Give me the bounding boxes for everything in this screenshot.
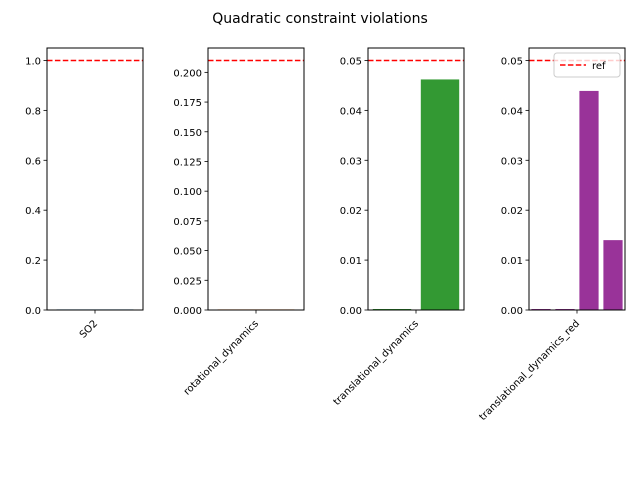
legend-box: [553, 52, 621, 78]
y-tick-label: 0.02: [501, 206, 523, 217]
y-tick-label: 0.075: [173, 217, 202, 228]
y-tick-label: 0.01: [340, 256, 362, 267]
y-tick-label: 0.175: [173, 98, 202, 109]
y-tick-label: 0.05: [501, 56, 523, 67]
y-tick-label: 0.03: [340, 156, 362, 167]
figure-title: Quadratic constraint violations: [212, 11, 428, 27]
y-tick-label: 0.6: [25, 156, 41, 167]
y-tick-label: 0.04: [340, 106, 362, 117]
y-tick-label: 0.200: [173, 68, 202, 79]
bar: [420, 79, 460, 310]
y-tick-label: 0.01: [501, 256, 523, 267]
y-tick-label: 0.02: [340, 206, 362, 217]
bar: [603, 240, 623, 310]
legend-label: ref: [592, 61, 606, 72]
y-tick-label: 0.05: [340, 56, 362, 67]
y-tick-label: 0.00: [340, 306, 362, 317]
y-tick-label: 0.150: [173, 128, 202, 139]
y-tick-label: 0.2: [25, 256, 41, 267]
y-tick-label: 0.0: [25, 306, 41, 317]
y-tick-label: 0.04: [501, 106, 523, 117]
y-tick-label: 0.4: [25, 206, 41, 217]
y-tick-label: 1.0: [25, 56, 41, 67]
y-tick-label: 0.8: [25, 106, 41, 117]
y-tick-label: 0.03: [501, 156, 523, 167]
y-tick-label: 0.050: [173, 247, 202, 258]
y-tick-label: 0.000: [173, 306, 202, 317]
bar: [579, 90, 599, 311]
legend: ref: [553, 52, 621, 78]
y-tick-label: 0.100: [173, 187, 202, 198]
y-tick-label: 0.00: [501, 306, 523, 317]
y-tick-label: 0.025: [173, 276, 202, 287]
y-tick-label: 0.125: [173, 157, 202, 168]
